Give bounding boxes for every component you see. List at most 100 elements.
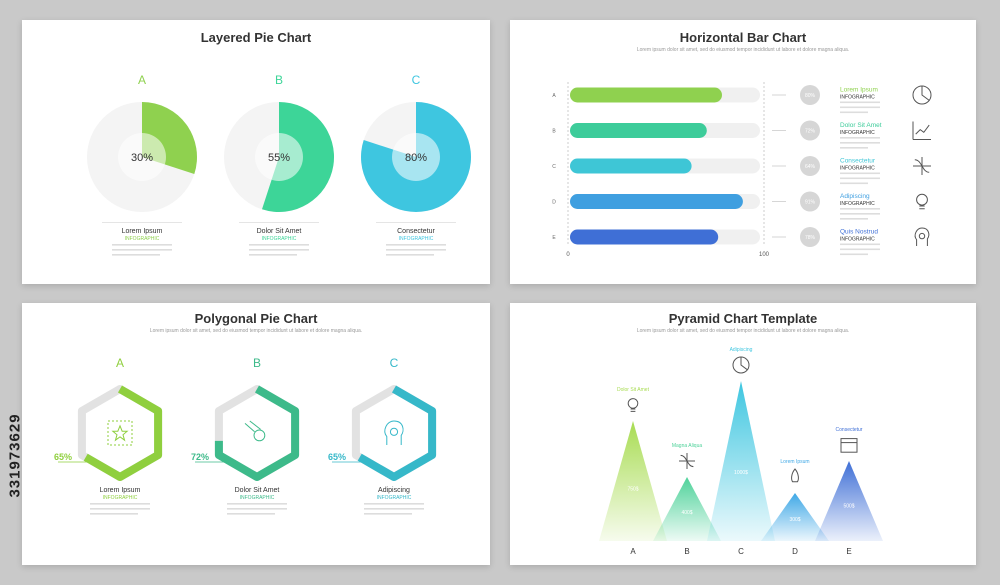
lightbulb-icon [916,193,928,210]
pyramid [599,421,667,541]
value-circle [800,227,820,247]
gear [389,427,399,436]
item-sub: INFOGRAPHIC [377,495,412,501]
legend-sub: INFOGRAPHIC [840,95,875,101]
gear [918,232,926,240]
pyramid-panel: Pyramid Chart Template Lorem ipsum dolor… [510,303,976,565]
legend-sub: INFOGRAPHIC [840,130,875,136]
value-circle [800,191,820,212]
item-description [90,503,150,505]
item-description [227,508,287,510]
calendar-icon [840,438,858,453]
item-description [364,508,424,510]
calendar-body [840,438,858,453]
value-label: 72% [805,129,816,135]
legend-description [840,248,880,251]
legend-description [840,243,880,246]
pie-value-label: 65% [54,452,72,462]
legend-name: Quis Nostrud [840,229,878,236]
item-description [364,513,412,515]
panel-subtitle: Lorem ipsum dolor sit amet, sed do eiusm… [636,47,850,53]
panel-subtitle: Lorem ipsum dolor sit amet, sed do eiusm… [149,328,363,334]
item-name: Lorem Ipsum [100,487,141,494]
pyramid-name: Dolor Sit Amet [617,387,650,393]
pyramid-name: Adipiscing [730,347,753,353]
star [111,424,129,442]
pie-value-label: 30% [131,152,153,164]
item-description [386,244,446,246]
curve-lines [913,157,931,175]
bar [570,158,692,174]
star-frame-icon [107,420,133,446]
divider [376,222,456,223]
pyramid-name: Lorem Ipsum [780,459,809,465]
pyramid-name: Magna Aliqua [672,443,703,449]
clock-chart-icon [732,356,750,374]
value-label: 64% [805,164,816,170]
category-label: C [738,547,744,556]
pie-value-label: 80% [405,152,427,164]
panel-title: Horizontal Bar Chart [679,30,807,45]
pyramid-value: 400$ [681,510,692,516]
legend-sub: INFOGRAPHIC [840,166,875,172]
pyramid [653,477,721,541]
item-name: Adipiscing [378,487,410,494]
category-label: A [630,547,636,556]
bar [570,123,707,138]
bar [570,229,719,245]
layered-pie-panel: Layered Pie Chart A 30% Lorem Ipsum INFOGRA… [22,20,490,284]
hand-money-icon [244,420,266,442]
legend-name: Dolor Sit Amet [840,122,882,129]
item-description [227,503,287,505]
item-sub: INFOGRAPHIC [262,236,297,242]
pyramid-name: Consectetur [836,427,863,433]
pie-letter: B [275,73,283,87]
pie-letter: A [138,73,146,87]
stock-id: 331973629 [6,413,24,498]
item-sub: INFOGRAPHIC [125,236,160,242]
pie-letter: B [253,356,261,370]
polygonal-pie-panel: Polygonal Pie Chart Lorem ipsum dolor si… [22,303,490,565]
pie-center [392,133,440,181]
legend-description [840,218,868,220]
curve-graph-icon [679,453,695,469]
item-description [90,513,138,515]
value-label: 78% [805,235,816,241]
panel-subtitle: Lorem ipsum dolor sit amet, sed do eiusm… [636,328,850,334]
pie-letter: A [116,356,124,370]
team-head-icon [914,227,930,246]
bulb-base [919,205,925,210]
pyramid-value: 500$ [843,503,854,509]
item-description [112,254,160,256]
head-gear-icon [384,420,404,445]
panel-title: Pyramid Chart Template [668,311,818,326]
bar [570,194,743,209]
item-name: Lorem Ipsum [122,228,163,235]
growth-lines [912,121,931,140]
legend-description [840,142,880,144]
item-sub: INFOGRAPHIC [240,495,275,501]
value-circle [800,156,820,176]
coin [253,429,266,442]
legend-description [840,213,880,215]
legend-description [840,253,868,256]
category-label: C [552,164,556,170]
clock-chart-icon [912,85,932,105]
pie-center [255,133,303,181]
x-tick: 100 [759,252,770,258]
hex-value [357,385,437,481]
legend-description [840,208,880,210]
pyramid-value: 300$ [789,517,800,523]
pie-center [118,133,166,181]
item-name: Consectetur [397,228,435,235]
legend-description [840,182,868,185]
item-sub: INFOGRAPHIC [399,236,434,242]
pie-letter: C [412,73,421,87]
divider [239,222,319,223]
panel-title: Layered Pie Chart [200,30,312,45]
item-description [112,249,172,251]
rocket-body [791,468,799,483]
